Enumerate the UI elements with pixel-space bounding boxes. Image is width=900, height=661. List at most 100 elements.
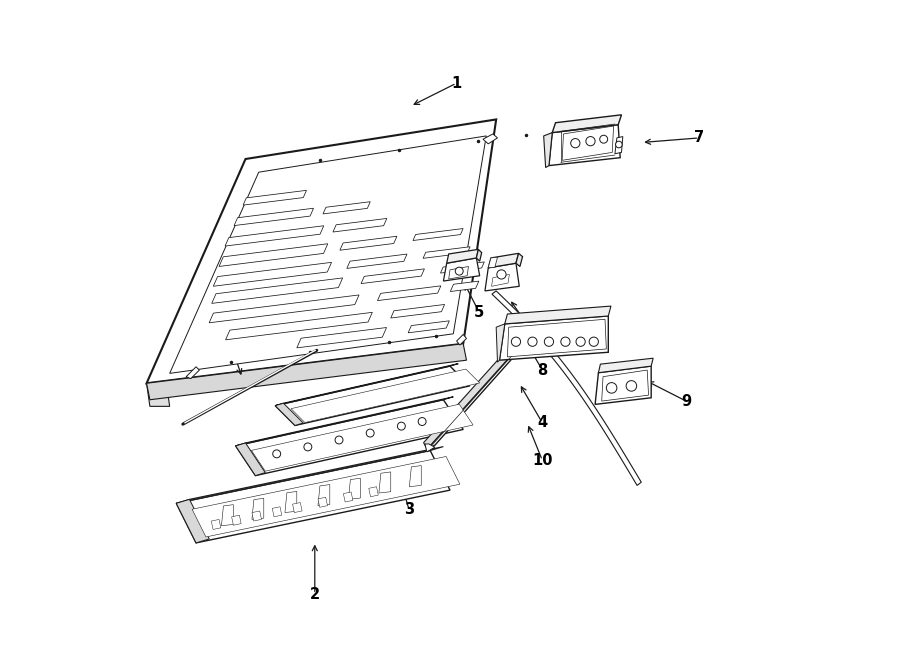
Circle shape (527, 337, 537, 346)
Circle shape (304, 443, 311, 451)
Polygon shape (553, 115, 622, 133)
Polygon shape (615, 137, 623, 154)
Bar (318, 497, 328, 507)
Polygon shape (291, 369, 480, 422)
Polygon shape (410, 465, 421, 486)
Polygon shape (508, 319, 607, 357)
Polygon shape (476, 249, 482, 261)
Polygon shape (544, 133, 553, 168)
Bar (292, 502, 302, 512)
Bar (231, 515, 241, 525)
Polygon shape (225, 226, 324, 246)
Polygon shape (516, 253, 523, 266)
Polygon shape (413, 229, 464, 241)
Polygon shape (496, 324, 505, 362)
Polygon shape (236, 397, 454, 446)
Text: 11: 11 (223, 345, 244, 360)
Circle shape (497, 270, 506, 279)
Polygon shape (226, 313, 373, 340)
Polygon shape (318, 485, 329, 506)
Polygon shape (348, 479, 360, 499)
Polygon shape (483, 134, 498, 144)
Polygon shape (285, 491, 297, 512)
Polygon shape (485, 263, 519, 291)
Polygon shape (176, 451, 450, 543)
Polygon shape (425, 444, 435, 452)
Polygon shape (409, 321, 449, 332)
Polygon shape (275, 364, 458, 406)
Polygon shape (377, 286, 441, 301)
Polygon shape (219, 244, 328, 266)
Polygon shape (251, 405, 473, 471)
Circle shape (586, 137, 595, 146)
Circle shape (366, 429, 374, 437)
Circle shape (590, 337, 598, 346)
Bar (344, 492, 353, 502)
Circle shape (616, 141, 622, 148)
Text: 9: 9 (681, 393, 691, 408)
Circle shape (544, 337, 554, 346)
Polygon shape (340, 236, 397, 251)
Polygon shape (212, 278, 343, 303)
Text: 6: 6 (531, 330, 541, 344)
Bar (273, 507, 282, 517)
Polygon shape (562, 126, 614, 161)
Polygon shape (450, 281, 479, 292)
Polygon shape (221, 504, 233, 525)
Polygon shape (192, 457, 460, 537)
Circle shape (576, 337, 585, 346)
Text: 5: 5 (474, 305, 484, 319)
Polygon shape (440, 263, 475, 273)
Text: 7: 7 (694, 130, 705, 145)
Circle shape (561, 337, 570, 346)
Bar (369, 486, 378, 496)
Polygon shape (424, 340, 519, 449)
Polygon shape (346, 254, 407, 268)
Polygon shape (444, 258, 480, 281)
Polygon shape (243, 190, 307, 205)
Text: 10: 10 (532, 453, 553, 468)
Circle shape (511, 337, 520, 346)
Polygon shape (236, 400, 464, 476)
Polygon shape (549, 125, 620, 166)
Circle shape (418, 418, 426, 426)
Circle shape (273, 450, 281, 458)
Polygon shape (427, 342, 527, 449)
Text: 2: 2 (310, 587, 320, 602)
Polygon shape (491, 274, 509, 286)
Polygon shape (391, 305, 445, 318)
Polygon shape (147, 383, 170, 407)
Polygon shape (595, 366, 652, 405)
Text: 4: 4 (537, 415, 547, 430)
Circle shape (571, 139, 580, 148)
Polygon shape (456, 334, 466, 345)
Text: 8: 8 (537, 363, 547, 377)
Polygon shape (176, 499, 209, 543)
Text: 3: 3 (404, 502, 414, 518)
Polygon shape (297, 327, 387, 348)
Polygon shape (379, 472, 391, 493)
Polygon shape (505, 306, 611, 324)
Circle shape (607, 383, 616, 393)
Circle shape (626, 381, 636, 391)
Polygon shape (234, 208, 313, 225)
Polygon shape (446, 249, 479, 263)
Polygon shape (323, 202, 370, 214)
Polygon shape (176, 447, 444, 503)
Circle shape (455, 267, 464, 275)
Circle shape (599, 136, 608, 143)
Polygon shape (492, 291, 642, 485)
Polygon shape (170, 136, 486, 373)
Polygon shape (460, 262, 484, 271)
Circle shape (398, 422, 405, 430)
Bar (252, 511, 261, 521)
Polygon shape (489, 253, 518, 268)
Polygon shape (186, 367, 199, 379)
Polygon shape (147, 344, 466, 400)
Polygon shape (213, 262, 331, 286)
Polygon shape (236, 443, 266, 476)
Polygon shape (602, 370, 649, 401)
Polygon shape (500, 316, 608, 360)
Polygon shape (252, 498, 264, 520)
Circle shape (335, 436, 343, 444)
